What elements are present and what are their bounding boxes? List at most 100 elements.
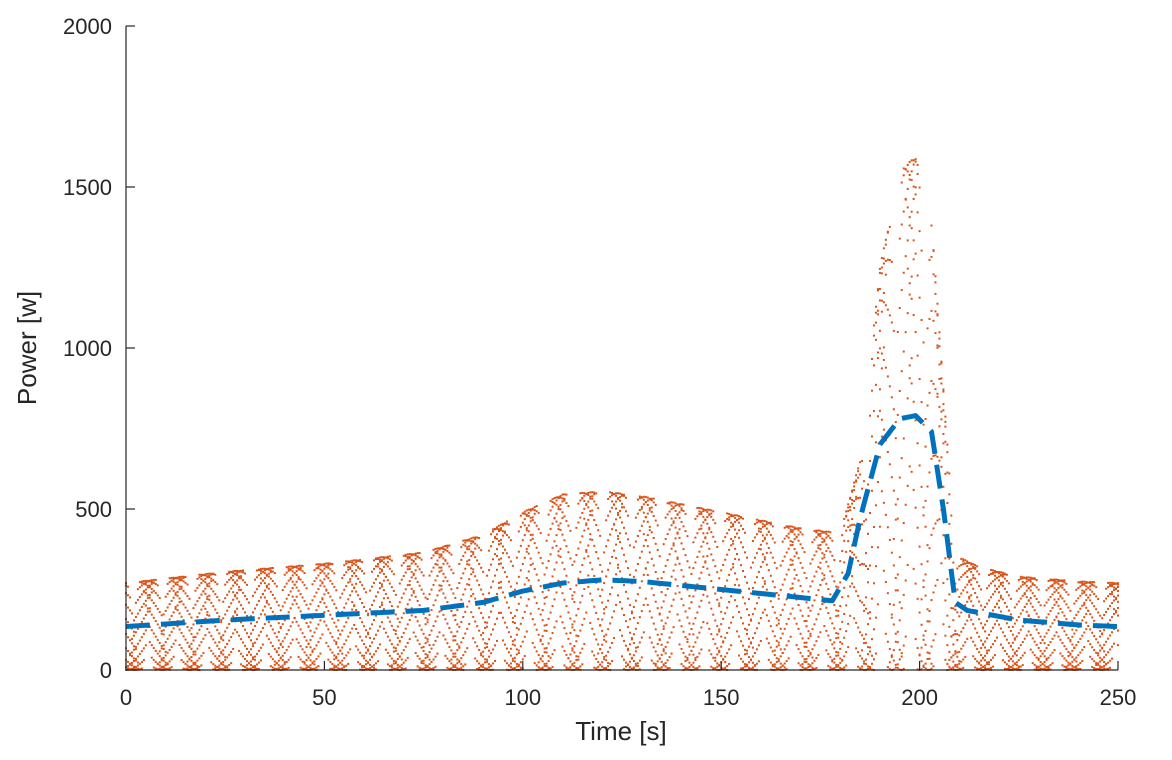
scatter-point: [432, 583, 435, 586]
scatter-point: [521, 539, 524, 542]
scatter-point: [624, 661, 627, 664]
scatter-point: [968, 581, 971, 584]
scatter-point: [984, 654, 987, 657]
scatter-point: [527, 552, 530, 555]
scatter-point: [458, 659, 461, 662]
scatter-point: [761, 585, 764, 588]
scatter-point: [259, 630, 262, 633]
scatter-point: [738, 521, 741, 524]
scatter-point: [884, 513, 887, 516]
scatter-point: [763, 582, 766, 585]
scatter-point: [388, 600, 391, 603]
scatter-point: [138, 609, 141, 612]
scatter-point: [1031, 651, 1034, 654]
scatter-point: [686, 667, 689, 670]
scatter-point: [636, 512, 639, 515]
scatter-point: [472, 551, 475, 554]
scatter-point: [476, 660, 479, 663]
scatter-point: [827, 534, 830, 537]
scatter-point: [1081, 592, 1084, 595]
scatter-point: [811, 558, 814, 561]
scatter-point: [452, 614, 455, 617]
scatter-point: [972, 623, 975, 626]
scatter-point: [1099, 649, 1102, 652]
scatter-point: [404, 571, 407, 574]
scatter-point: [1005, 622, 1008, 625]
scatter-point: [505, 662, 508, 665]
scatter-point: [158, 655, 161, 658]
scatter-point: [1077, 610, 1080, 613]
scatter-point: [436, 552, 439, 555]
scatter-point: [757, 530, 760, 533]
scatter-point: [740, 667, 743, 670]
scatter-point: [499, 523, 502, 526]
scatter-point: [551, 546, 554, 549]
scatter-point: [242, 655, 245, 658]
scatter-point: [833, 627, 836, 630]
scatter-point: [696, 636, 699, 639]
scatter-point: [702, 565, 705, 568]
scatter-point: [226, 666, 229, 669]
scatter-point: [966, 570, 969, 573]
scatter-point: [507, 651, 510, 654]
scatter-point: [855, 498, 858, 501]
scatter-point: [347, 598, 350, 601]
scatter-point: [505, 626, 508, 629]
scatter-point: [1071, 667, 1074, 670]
scatter-point: [906, 163, 909, 166]
scatter-point: [970, 600, 973, 603]
scatter-point: [285, 633, 288, 635]
scatter-point: [795, 574, 798, 577]
scatter-point: [817, 613, 820, 616]
scatter-point: [156, 594, 159, 597]
scatter-point: [688, 653, 691, 656]
scatter-point: [799, 632, 802, 635]
scatter-point: [472, 637, 475, 640]
scatter-point: [426, 655, 429, 658]
scatter-point: [849, 506, 852, 509]
scatter-point: [404, 555, 407, 558]
scatter-point: [1013, 651, 1016, 654]
scatter-point: [946, 578, 949, 581]
scatter-point: [271, 593, 274, 596]
scatter-point: [196, 632, 199, 635]
scatter-point: [761, 522, 764, 525]
scatter-point: [511, 564, 514, 567]
scatter-point: [992, 665, 995, 668]
scatter-point: [839, 581, 842, 584]
scatter-point: [742, 569, 745, 572]
scatter-point: [1061, 655, 1064, 658]
scatter-point: [910, 297, 913, 300]
scatter-point: [327, 645, 330, 648]
scatter-point: [926, 544, 929, 547]
scatter-point: [670, 517, 673, 520]
scatter-point: [525, 527, 528, 530]
scatter-point: [404, 659, 407, 662]
scatter-point: [273, 632, 276, 635]
scatter-point: [503, 596, 506, 599]
scatter-point: [1073, 632, 1076, 635]
scatter-point: [442, 634, 445, 637]
scatter-point: [662, 600, 665, 603]
scatter-point: [281, 623, 284, 626]
scatter-point: [930, 599, 933, 602]
scatter-point: [384, 631, 387, 634]
scatter-point: [1097, 652, 1100, 655]
scatter-point: [382, 561, 385, 564]
scatter-point: [144, 583, 147, 586]
scatter-point: [841, 571, 844, 574]
scatter-point: [212, 579, 215, 582]
scatter-point: [476, 625, 479, 628]
scatter-point: [1053, 578, 1056, 581]
scatter-point: [928, 318, 931, 321]
scatter-point: [464, 610, 467, 613]
scatter-point: [446, 550, 449, 553]
scatter-point: [150, 587, 153, 590]
scatter-point: [821, 557, 824, 560]
scatter-point: [464, 663, 467, 666]
scatter-point: [331, 599, 334, 602]
scatter-point: [851, 523, 854, 526]
scatter-point: [295, 580, 298, 583]
scatter-point: [896, 413, 899, 416]
scatter-point: [390, 586, 393, 589]
